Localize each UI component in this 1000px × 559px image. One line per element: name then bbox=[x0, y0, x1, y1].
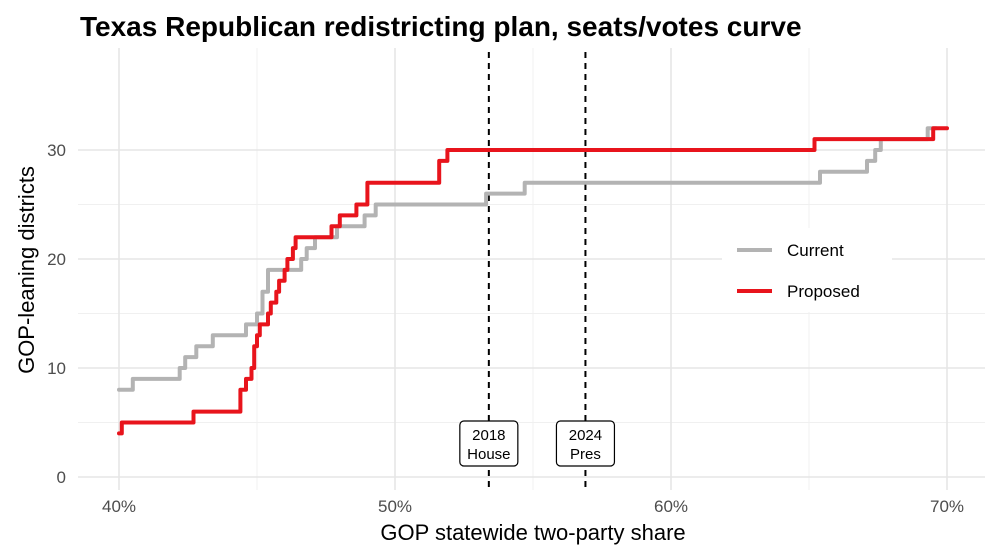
series-line-proposed bbox=[117, 126, 949, 436]
x-axis-title: GOP statewide two-party share bbox=[380, 520, 685, 545]
legend-label: Current bbox=[787, 241, 844, 260]
x-axis-ticks: 40% 50% 60% 70% bbox=[102, 497, 964, 516]
series-line-current bbox=[117, 126, 938, 392]
annotation-label: 2024 bbox=[569, 427, 602, 444]
x-tick-label: 70% bbox=[930, 497, 964, 516]
annotation-label: 2018 bbox=[472, 427, 505, 444]
annotation-box bbox=[459, 420, 519, 467]
y-axis-title: GOP-leaning districts bbox=[14, 166, 39, 374]
series-lines bbox=[117, 126, 949, 436]
chart-title: Texas Republican redistricting plan, sea… bbox=[80, 11, 802, 42]
annotation-lines bbox=[487, 52, 587, 490]
y-tick-label: 10 bbox=[47, 359, 66, 378]
annotation-label: House bbox=[467, 446, 510, 463]
annotation-labels: 2018 House 2024 Pres bbox=[459, 420, 616, 467]
legend-background bbox=[722, 228, 892, 312]
x-tick-label: 40% bbox=[102, 497, 136, 516]
annotation-box bbox=[555, 420, 616, 467]
y-tick-label: 30 bbox=[47, 141, 66, 160]
x-tick-label: 50% bbox=[378, 497, 412, 516]
legend-label: Proposed bbox=[787, 282, 860, 301]
legend: Current Proposed bbox=[722, 228, 892, 312]
y-tick-label: 0 bbox=[57, 468, 66, 487]
y-axis-ticks: 0 10 20 30 bbox=[47, 141, 66, 487]
y-tick-label: 20 bbox=[47, 250, 66, 269]
x-tick-label: 60% bbox=[654, 497, 688, 516]
annotation-label: Pres bbox=[570, 446, 601, 463]
